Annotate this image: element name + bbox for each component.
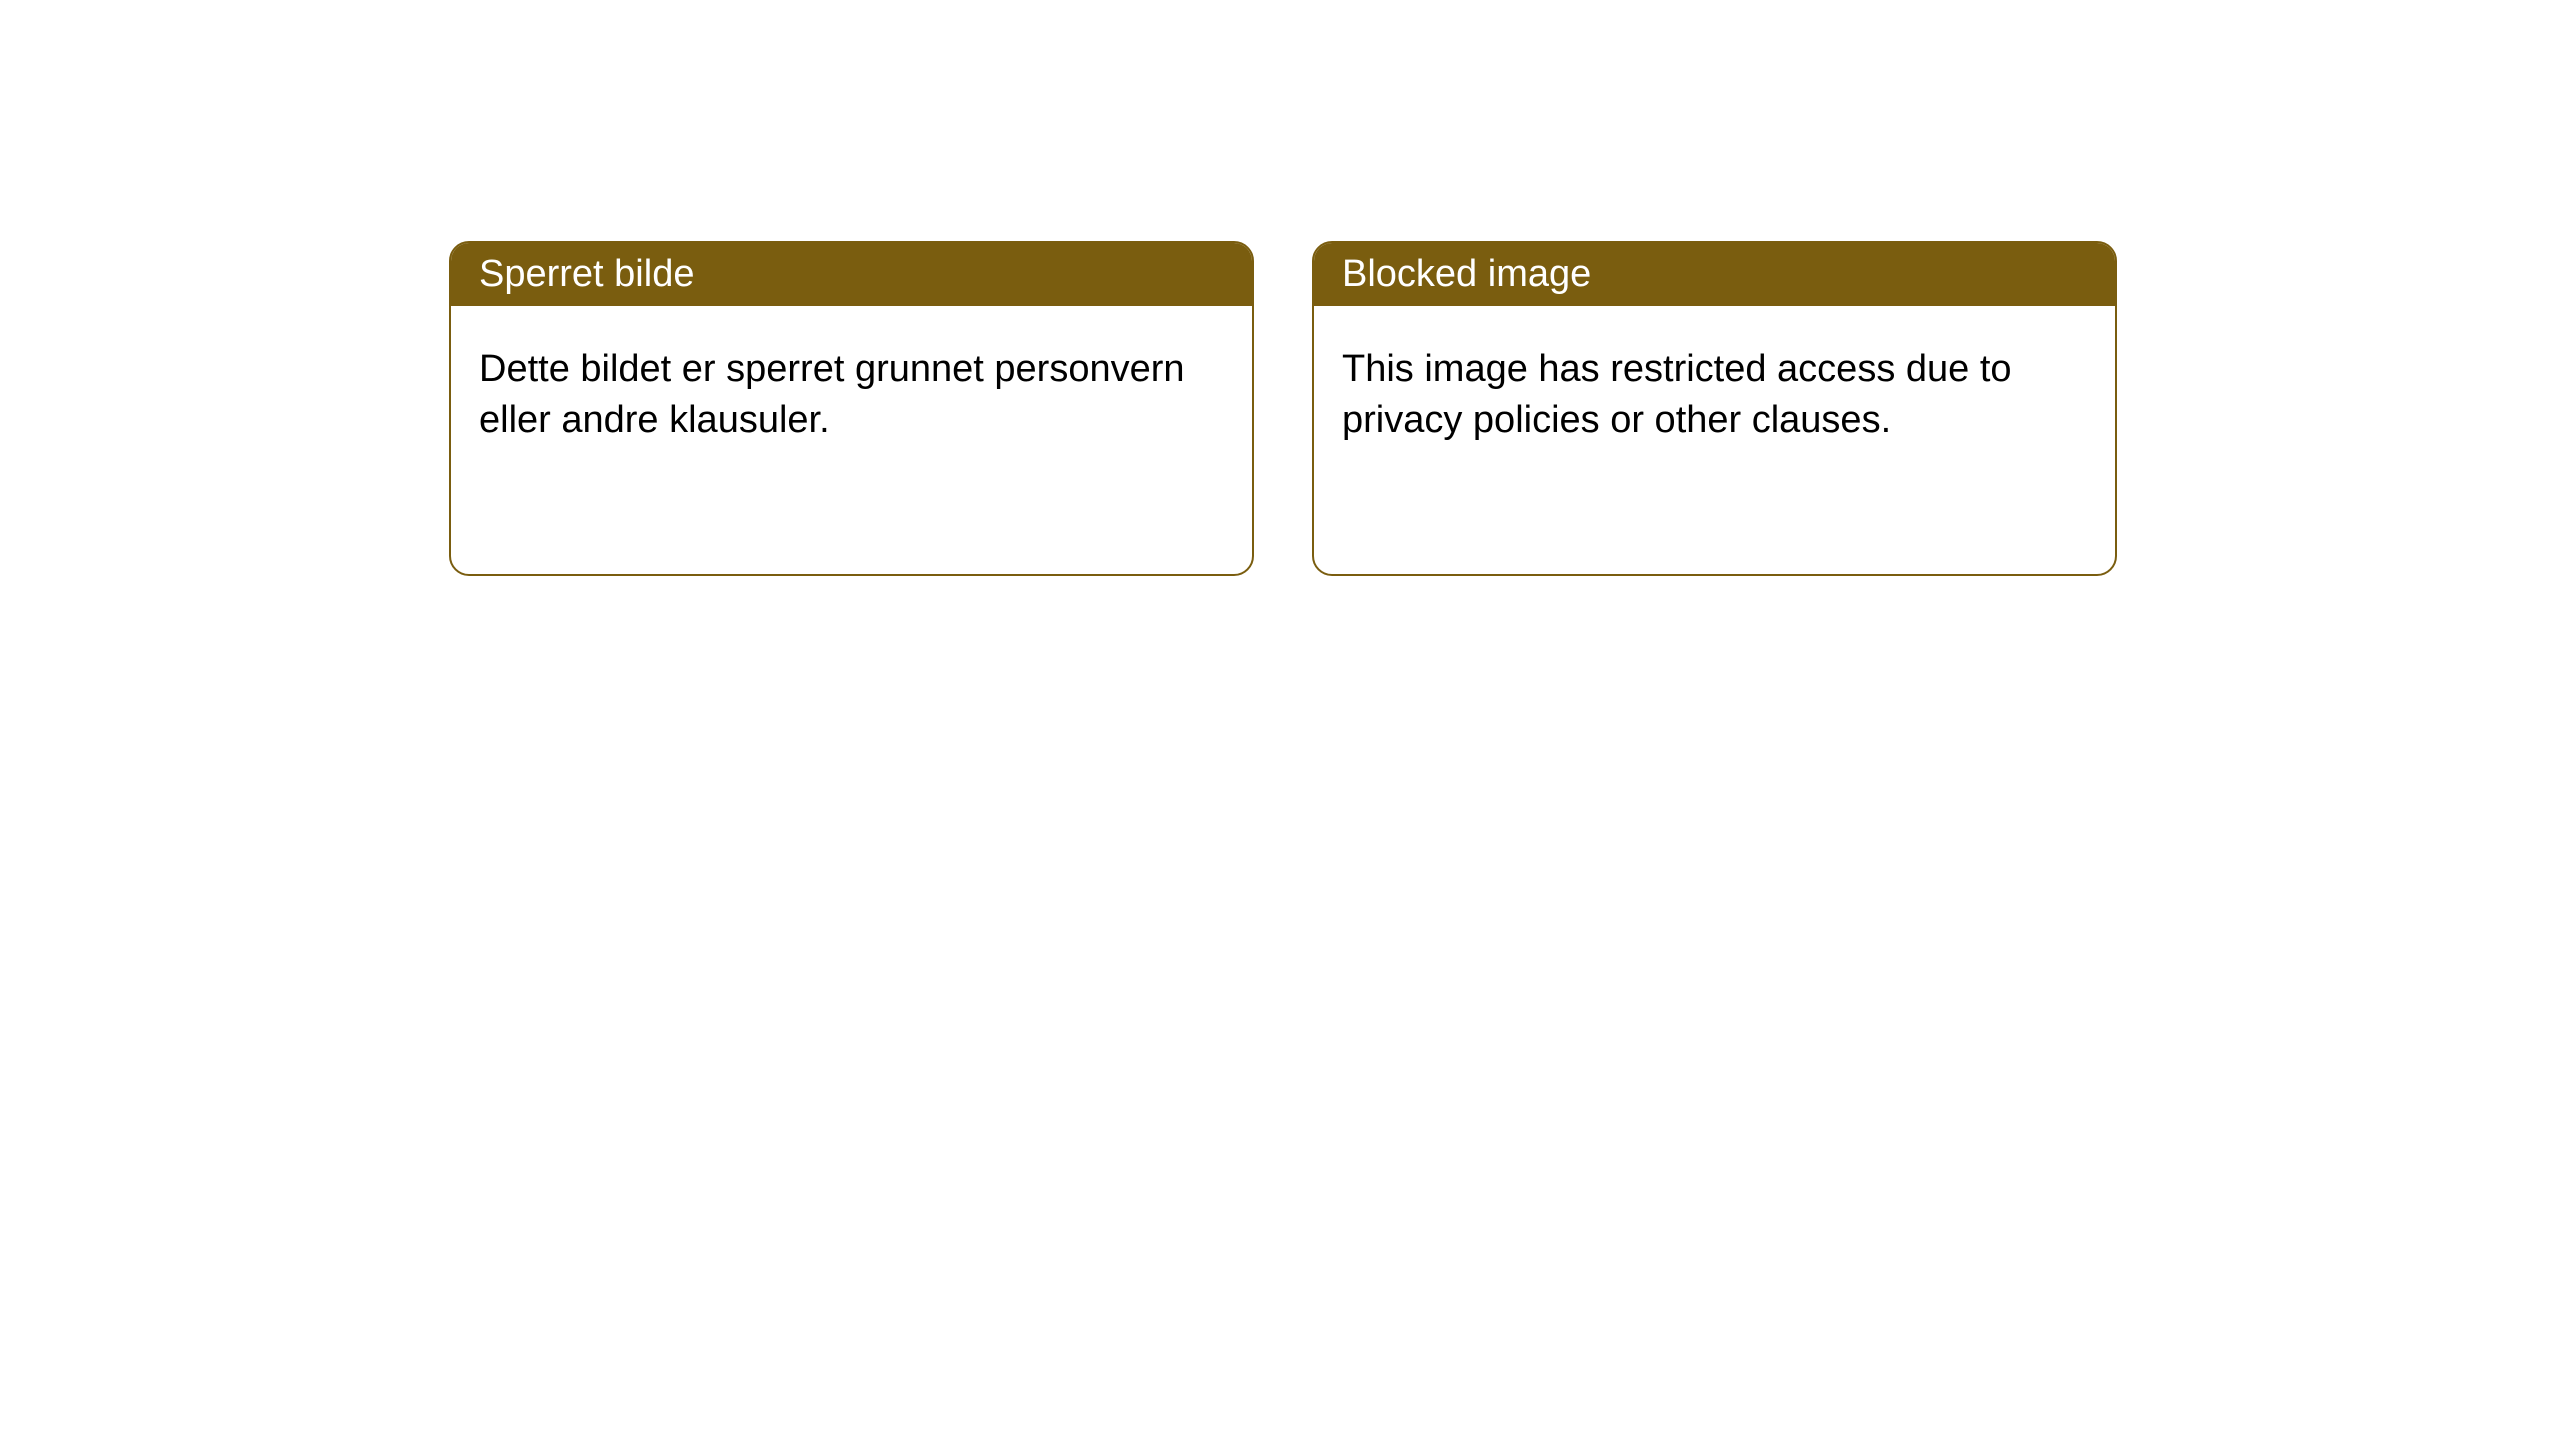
card-body: Dette bildet er sperret grunnet personve… — [451, 306, 1252, 485]
card-body-text: Dette bildet er sperret grunnet personve… — [479, 348, 1185, 441]
cards-container: Sperret bilde Dette bildet er sperret gr… — [0, 0, 2560, 576]
card-body-text: This image has restricted access due to … — [1342, 348, 2012, 441]
card-header: Blocked image — [1314, 243, 2115, 306]
card-body: This image has restricted access due to … — [1314, 306, 2115, 485]
card-title: Sperret bilde — [479, 253, 694, 295]
blocked-image-card-english: Blocked image This image has restricted … — [1312, 241, 2117, 576]
blocked-image-card-norwegian: Sperret bilde Dette bildet er sperret gr… — [449, 241, 1254, 576]
card-title: Blocked image — [1342, 253, 1591, 295]
card-header: Sperret bilde — [451, 243, 1252, 306]
